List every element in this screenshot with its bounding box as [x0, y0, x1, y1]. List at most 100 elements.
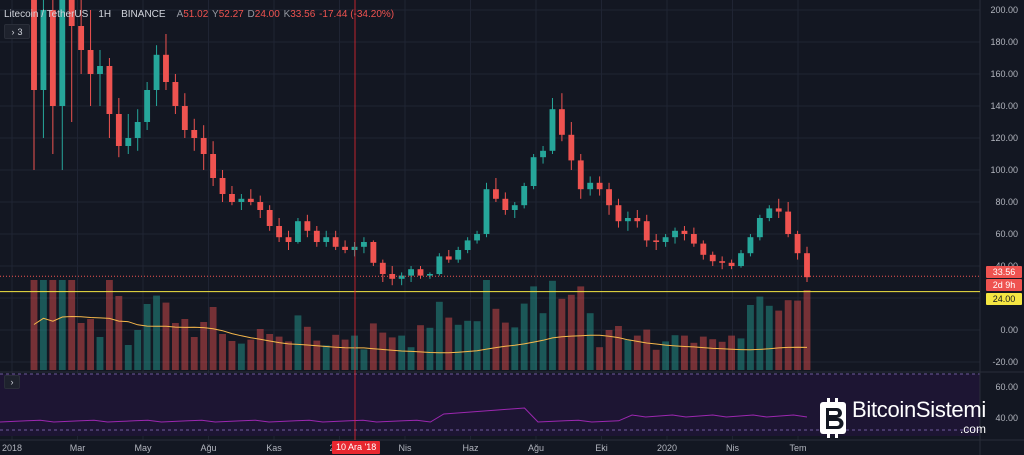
volume-bar	[586, 313, 594, 370]
candle	[408, 266, 414, 282]
y-tick-label: 160.00	[990, 69, 1018, 79]
chevron-right-icon: ›	[10, 377, 14, 387]
candle-body	[653, 240, 660, 242]
volume-bar	[681, 335, 688, 370]
volume-bar	[520, 303, 528, 370]
candle-body	[662, 237, 669, 242]
volume-bar	[49, 280, 57, 370]
volume-bar	[756, 296, 764, 370]
volume-bar	[483, 280, 490, 370]
volume-bar	[77, 323, 85, 370]
volume-bar	[285, 341, 292, 370]
candle	[379, 259, 386, 282]
volume-bar	[407, 347, 415, 370]
candle-body	[690, 234, 697, 244]
volume-bar	[558, 298, 566, 370]
candle	[719, 256, 726, 270]
candle	[634, 210, 641, 228]
candle-body	[379, 262, 386, 274]
volume-bar	[605, 330, 613, 370]
candle	[483, 182, 490, 238]
candle	[87, 10, 94, 106]
candle-body	[78, 26, 85, 50]
candle	[427, 272, 433, 279]
candle-body	[549, 109, 556, 151]
candle-body	[474, 234, 480, 241]
candle-body	[709, 254, 716, 262]
candle-body	[577, 160, 584, 190]
candle-body	[257, 202, 264, 210]
candle-body	[40, 10, 47, 90]
candle-body	[738, 253, 744, 266]
symbol-pair[interactable]: Litecoin / TetherUS	[4, 8, 89, 20]
rsi-toggle-button[interactable]: ›	[4, 375, 20, 389]
volume-bar	[105, 280, 113, 370]
volume-bar	[577, 286, 585, 370]
candle	[97, 50, 103, 106]
candle	[756, 214, 763, 241]
candle-body	[342, 246, 349, 250]
volume-bar	[737, 338, 745, 370]
candle	[106, 58, 113, 138]
candle-body	[436, 256, 443, 274]
x-tick-label: Ağu	[200, 443, 216, 453]
candle	[474, 230, 480, 244]
candle	[747, 234, 754, 257]
candle-body	[370, 242, 377, 263]
candle-body	[163, 54, 169, 82]
candle	[238, 194, 245, 210]
candle-body	[361, 242, 367, 247]
volume-bar	[417, 325, 424, 370]
candle	[681, 226, 688, 241]
candle	[115, 98, 122, 158]
candle	[266, 205, 273, 231]
volume-bar	[171, 323, 179, 370]
candle	[615, 198, 622, 228]
candle-body	[87, 50, 94, 74]
volume-bar	[699, 336, 707, 370]
volume-bar	[228, 341, 236, 370]
volume-bar	[190, 337, 198, 370]
candle-body	[492, 189, 499, 199]
candle	[313, 226, 320, 247]
candle-body	[596, 182, 603, 190]
candle-body	[313, 230, 320, 242]
volume-bar	[153, 295, 160, 370]
volume-bar	[718, 341, 726, 370]
candle-body	[200, 138, 207, 154]
x-tick-label: Tem	[789, 443, 806, 453]
candle-body	[304, 221, 311, 231]
candle	[219, 170, 226, 202]
brand-name: BitcoinSistemi	[852, 397, 986, 422]
volume-bar	[247, 339, 255, 370]
candle-body	[398, 275, 405, 279]
indicators-toggle-button[interactable]: › 3	[4, 24, 30, 39]
volume-bar	[435, 301, 443, 370]
volume-bar	[765, 305, 773, 370]
candle-body	[700, 243, 707, 255]
volume-bar	[209, 307, 217, 370]
interval[interactable]: 1H	[98, 8, 112, 20]
ohlc-close: K33.56	[283, 8, 316, 20]
candle-body	[719, 261, 726, 263]
candle-body	[672, 230, 678, 238]
y-tick-label: 80.00	[995, 197, 1018, 207]
candlestick-series	[31, 0, 810, 286]
rsi-tick-label: 60.00	[995, 382, 1018, 392]
candle	[295, 218, 301, 244]
chart-header: Litecoin / TetherUS 1H BINANCE A51.02 Y5…	[4, 7, 394, 21]
volume-bar	[633, 335, 641, 370]
candle-body	[68, 0, 75, 26]
candle	[558, 93, 565, 142]
x-tick-label: 2018	[2, 443, 22, 453]
x-tick-label: 2020	[657, 443, 677, 453]
candle	[587, 176, 594, 196]
volume-bar	[68, 280, 76, 370]
candle-body	[285, 237, 292, 242]
rsi-pane: 60.00 40.00	[0, 371, 1024, 436]
candle	[672, 227, 678, 244]
candle	[568, 122, 575, 170]
candle	[511, 202, 518, 218]
volume-bar	[294, 315, 302, 370]
